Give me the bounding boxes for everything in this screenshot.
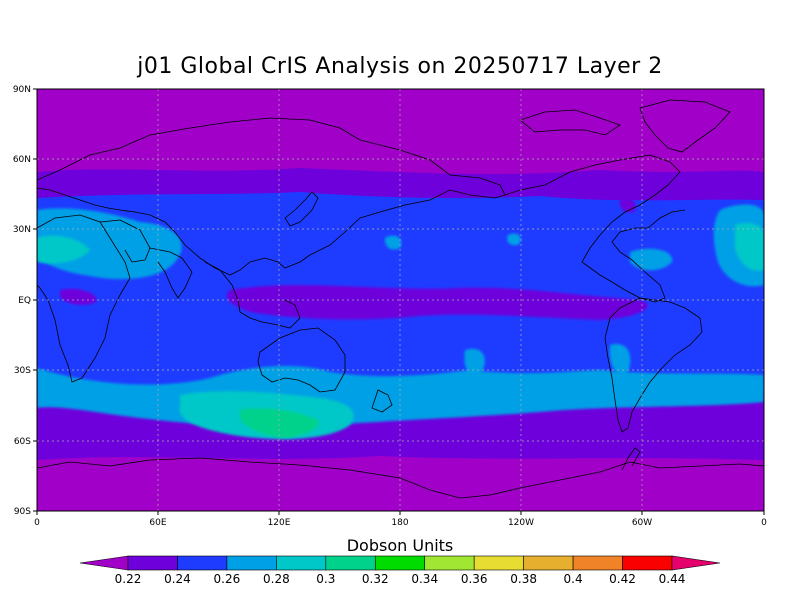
lat-label-60s: 60S (14, 437, 31, 447)
colorbar-swatch (572, 555, 623, 571)
colorbar-label: 0.42 (609, 572, 636, 586)
colorbar-low-arrow (79, 555, 129, 571)
lat-label-30s: 30S (14, 366, 31, 376)
lon-label-60e: 60E (149, 518, 166, 528)
coast-north-america (504, 154, 686, 303)
region-south-america-spot (609, 343, 631, 375)
region-pacific-spot (384, 235, 402, 250)
lat-label-60n: 60N (13, 155, 31, 165)
gridlines (37, 89, 764, 511)
colorbar-swatch (177, 555, 228, 571)
colorbar-label: 0.22 (115, 572, 142, 586)
colorbar-swatch (226, 555, 277, 571)
coast-india (149, 247, 193, 299)
lon-label-0-end: 0 (761, 518, 767, 528)
colorbar-label: 0.26 (214, 572, 241, 586)
colorbar-swatch (276, 555, 327, 571)
colorbar-swatch (127, 555, 178, 571)
lon-label-60w: 60W (632, 518, 652, 528)
colorbar-high-arrow (671, 555, 721, 571)
region-equatorial-purple (226, 285, 648, 320)
band-south-polar (37, 456, 764, 511)
colorbar-label: 0.24 (164, 572, 191, 586)
colorbar-swatch (473, 555, 524, 571)
region-mexico-light-blue (630, 248, 673, 271)
colorbar-label: 0.28 (263, 572, 290, 586)
region-southern-green (240, 408, 319, 438)
colorbar-label: 0.34 (411, 572, 438, 586)
colorbar-label: 0.38 (510, 572, 537, 586)
lon-axis: 0 60E 120E 180 120W 60W 0 (34, 511, 767, 528)
coast-south-america (604, 297, 703, 433)
chart-title: j01 Global CrIS Analysis on 20250717 Lay… (137, 54, 663, 79)
lat-label-90s: 90S (14, 507, 31, 517)
lat-label-30n: 30N (13, 225, 31, 235)
colorbar-label: 0.3 (316, 572, 335, 586)
region-pacific-spot-2 (507, 233, 521, 246)
colorbar-swatch (523, 555, 574, 571)
colorbar-title: Dobson Units (346, 536, 454, 555)
colorbar-label: 0.32 (362, 572, 389, 586)
coast-japan (284, 191, 319, 227)
lon-label-120e: 120E (268, 518, 291, 528)
field (37, 89, 764, 511)
coast-arctic-islands (519, 109, 621, 136)
colorbar-label: 0.36 (461, 572, 488, 586)
colorbar-label: 0.44 (659, 572, 686, 586)
colorbar-label: 0.4 (564, 572, 583, 586)
coast-greenland (639, 99, 731, 153)
region-africa-purple (60, 288, 97, 305)
lon-label-0: 0 (34, 518, 40, 528)
lon-label-120w: 120W (508, 518, 534, 528)
colorbar-swatch (622, 555, 673, 571)
colorbar: 0.22 0.24 0.26 0.28 0.3 0.32 0.34 0.36 0.38 0.4 0.… (79, 555, 721, 586)
region-south-pacific-spot (464, 348, 485, 376)
coast-antarctic-peninsula (621, 447, 641, 471)
colorbar-swatch (424, 555, 475, 571)
band-north-mid (37, 168, 764, 201)
colorbar-swatch (325, 555, 376, 571)
lon-label-180: 180 (391, 518, 408, 528)
region-africa-cyan (37, 235, 90, 264)
lat-label-90n: 90N (13, 85, 31, 95)
coast-australia (257, 327, 346, 393)
region-atlantic-cyan (735, 223, 764, 271)
colorbar-swatch (374, 555, 426, 571)
band-north-polar (37, 89, 764, 174)
region-africa-light-blue (37, 208, 182, 280)
lat-label-eq: EQ (18, 296, 31, 306)
coast-eurasia (37, 117, 506, 276)
coast-se-asia (204, 261, 301, 329)
lat-axis: 90N 60N 30N EQ 30S 60S 90S (13, 85, 37, 517)
coast-new-zealand (371, 389, 393, 413)
